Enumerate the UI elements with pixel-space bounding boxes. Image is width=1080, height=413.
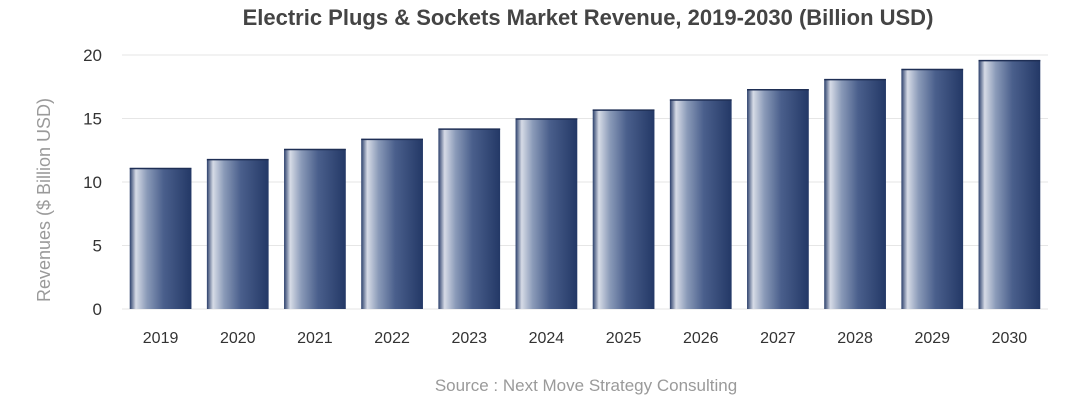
x-tick-label: 2029	[914, 330, 950, 347]
y-tick-label: 15	[83, 110, 102, 129]
x-axis-ticks: 2019 2020 2021 2022 2023 2024 2025 2026 2027 2028…	[143, 330, 1028, 347]
x-tick-label: 2025	[606, 330, 642, 347]
bar-2026	[669, 99, 732, 309]
x-tick-label: 2022	[374, 330, 410, 347]
bar-2028	[824, 79, 886, 309]
x-tick-label: 2030	[992, 330, 1028, 347]
x-tick-label: 2028	[837, 330, 873, 347]
x-tick-label: 2024	[529, 330, 565, 347]
bar-2019	[129, 168, 192, 309]
y-axis-ticks: 0 5 10 15 20	[83, 46, 102, 319]
bar-2030	[978, 60, 1041, 309]
bar-2022	[361, 138, 423, 309]
bars	[129, 59, 1041, 309]
bar-2029	[901, 68, 964, 309]
x-tick-label: 2021	[297, 330, 333, 347]
grid-layer	[122, 54, 1048, 310]
y-axis-label: Revenues ($ Billion USD)	[34, 98, 54, 302]
source-note: Source : Next Move Strategy Consulting	[435, 376, 737, 395]
chart-title: Electric Plugs & Sockets Market Revenue,…	[243, 5, 934, 30]
bar-2025	[592, 109, 655, 309]
x-tick-label: 2019	[143, 330, 179, 347]
x-tick-label: 2027	[760, 330, 796, 347]
y-tick-label: 5	[93, 237, 102, 256]
y-tick-label: 10	[83, 173, 102, 192]
bar-2020	[206, 159, 269, 309]
bar-2023	[438, 128, 501, 309]
bar-2027	[747, 89, 809, 309]
x-tick-label: 2023	[451, 330, 487, 347]
x-tick-label: 2026	[683, 330, 719, 347]
y-tick-label: 0	[93, 300, 102, 319]
y-tick-label: 20	[83, 46, 102, 65]
bar-2021	[284, 148, 346, 309]
x-tick-label: 2020	[220, 330, 256, 347]
bar-2024	[515, 118, 578, 309]
